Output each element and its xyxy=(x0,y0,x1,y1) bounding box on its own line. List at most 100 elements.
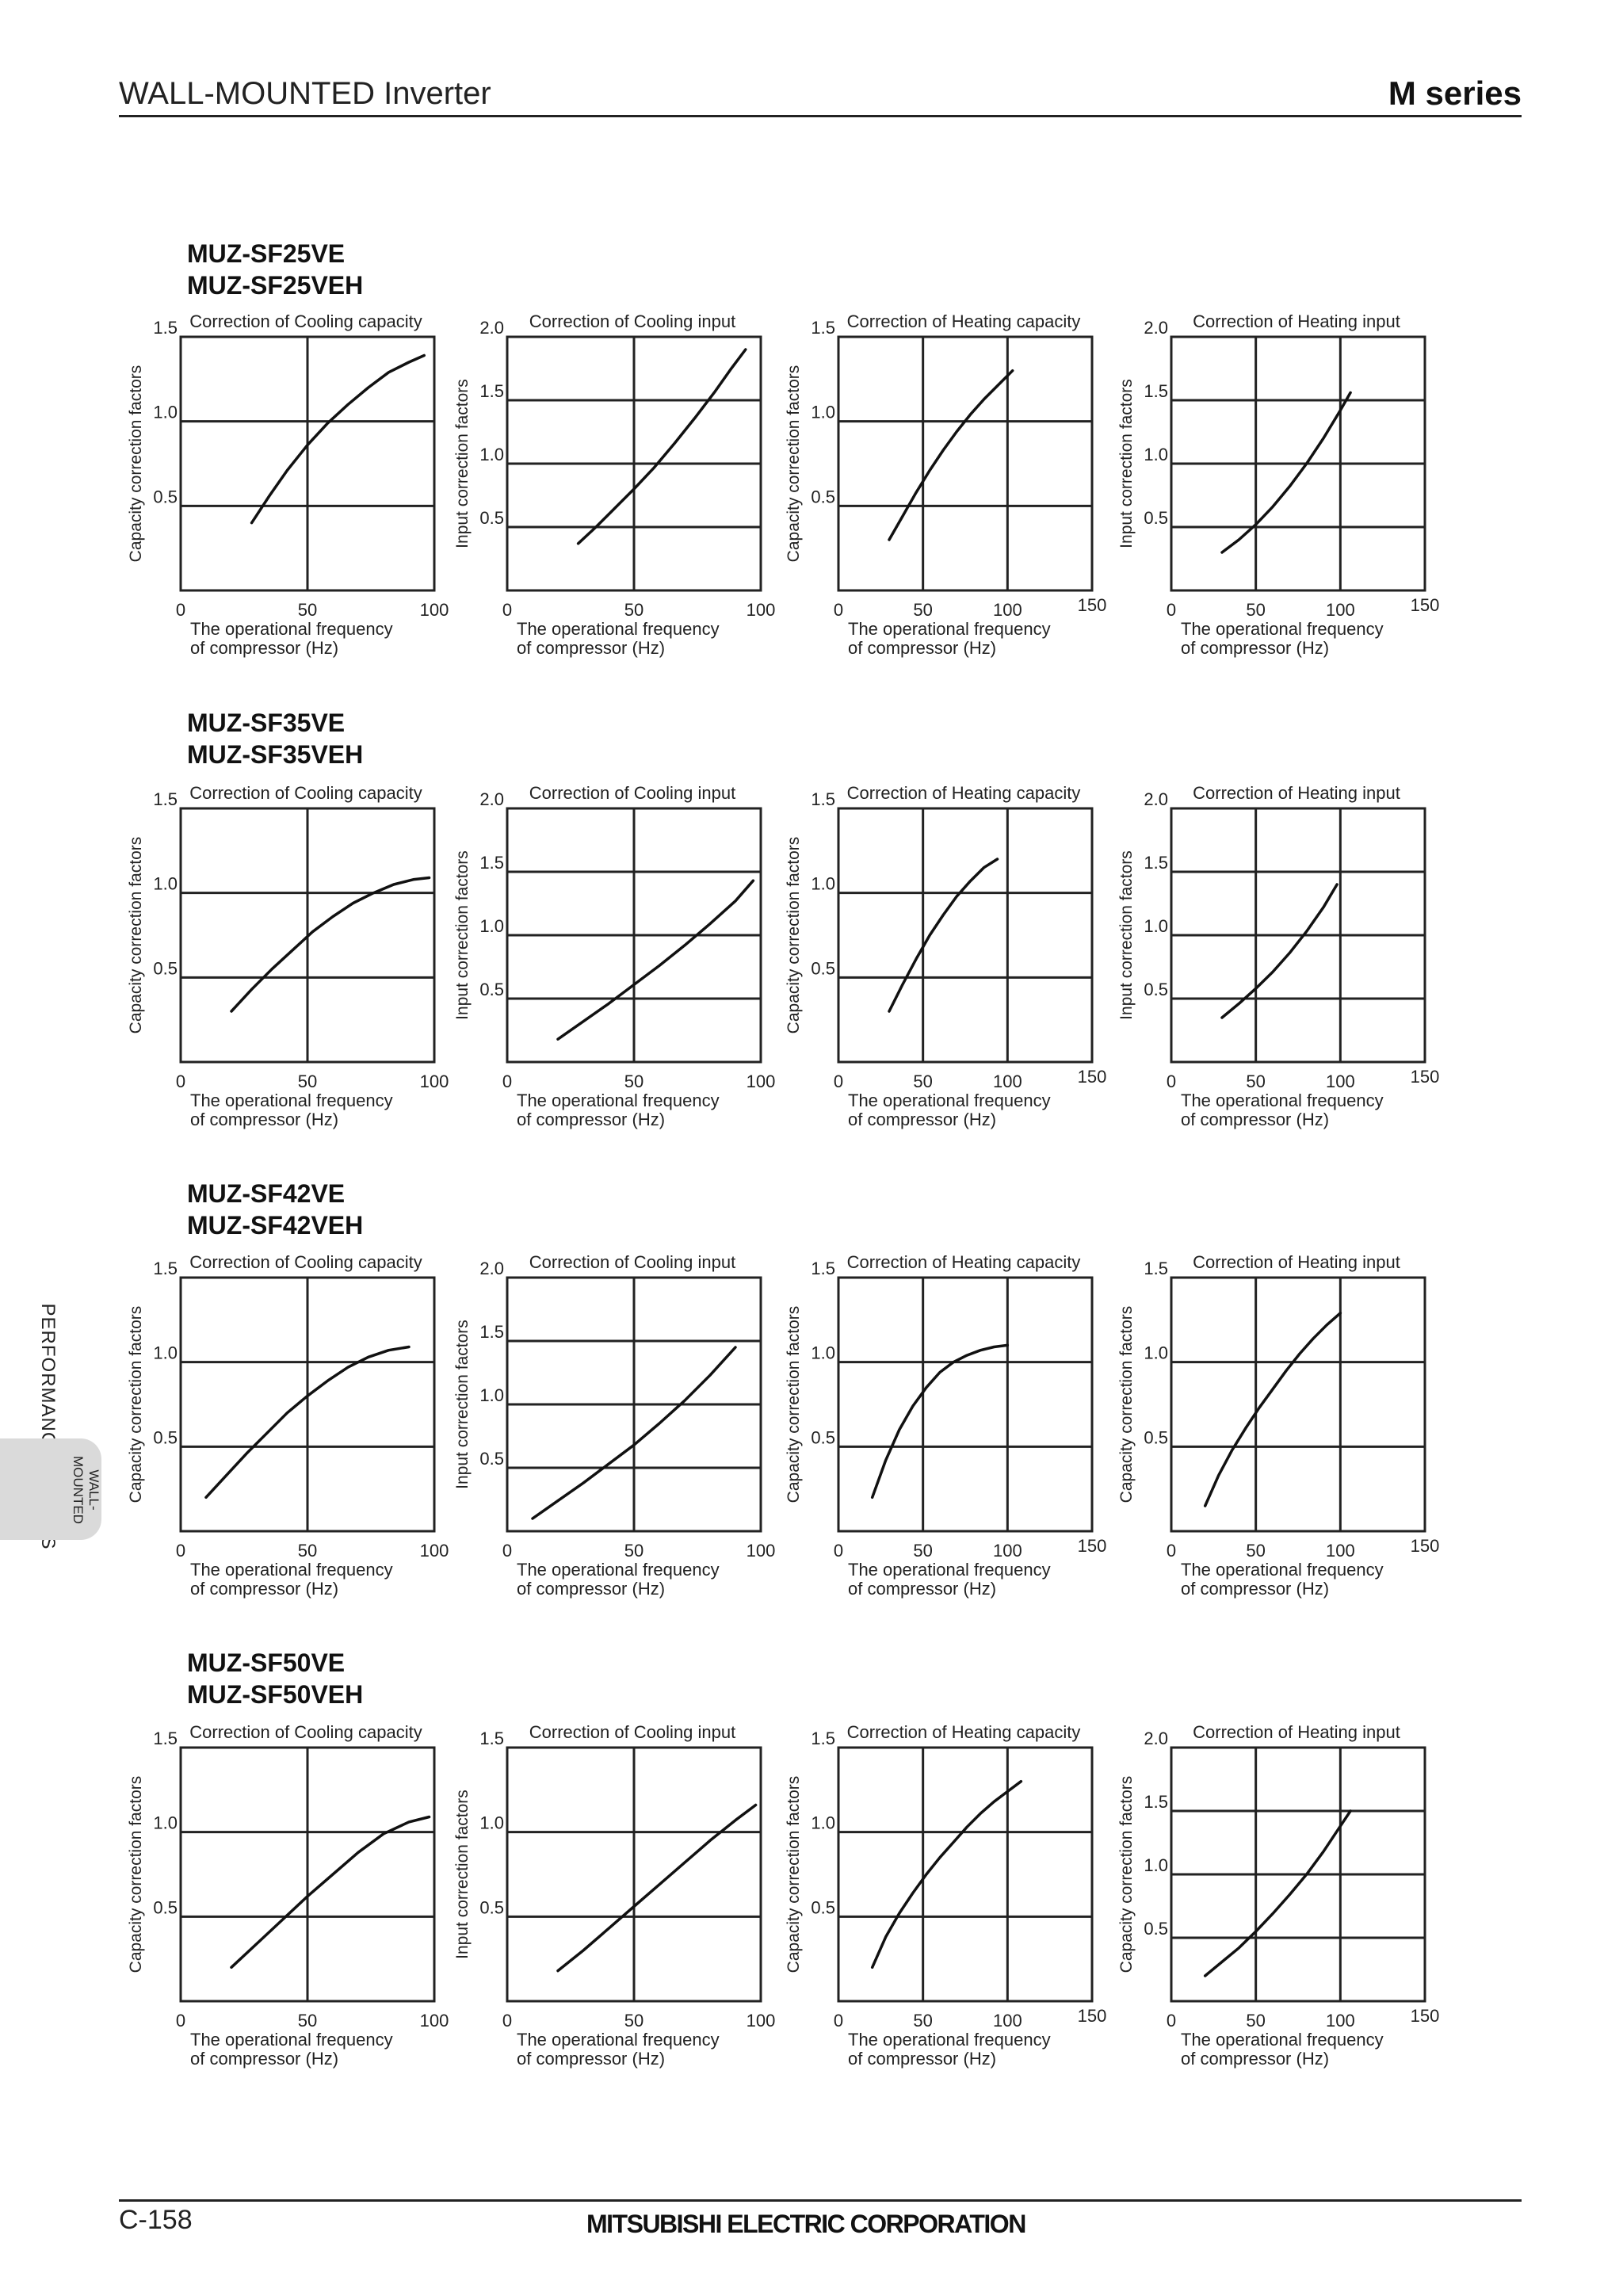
chart-3-4-xtick-2: 100 xyxy=(1326,1541,1355,1561)
model-name-3a: MUZ-SF42VE xyxy=(187,1179,346,1208)
chart-4-1-xtick-0: 0 xyxy=(176,2011,185,2030)
chart-4-2-ytick-1: 1.0 xyxy=(479,1813,504,1833)
side-tab xyxy=(0,1438,101,1540)
chart-4-4-curve xyxy=(1203,1809,1352,1977)
chart-1-4-xtick-0: 0 xyxy=(1167,600,1176,620)
chart-2-3-ylabel: Capacity correction factors xyxy=(785,837,803,1034)
chart-2-4-xlabel-2: of compressor (Hz) xyxy=(1181,1110,1329,1129)
model-name-2a: MUZ-SF35VE xyxy=(187,709,346,737)
chart-1-4-xtick-2: 100 xyxy=(1326,600,1355,620)
chart-4-1-ytick-2: 1.5 xyxy=(153,1729,178,1748)
chart-2-4-xtick-0: 0 xyxy=(1167,1072,1176,1091)
chart-2-4-ytick-3: 2.0 xyxy=(1144,789,1168,809)
chart-4-4-ytick-3: 2.0 xyxy=(1144,1729,1168,1748)
chart-1-1-xtick-0: 0 xyxy=(176,600,185,620)
chart-4-1-xlabel-2: of compressor (Hz) xyxy=(190,2049,338,2069)
chart-4-4-xlabel-2: of compressor (Hz) xyxy=(1181,2049,1329,2069)
chart-4-2-xlabel-1: The operational frequency xyxy=(517,2030,720,2050)
company-name: MITSUBISHI ELECTRIC CORPORATION xyxy=(586,2210,1026,2238)
chart-1-1-xtick-1: 50 xyxy=(298,600,317,620)
chart-2-4-xlabel-1: The operational frequency xyxy=(1181,1091,1384,1110)
chart-1-1-ylabel: Capacity correction factors xyxy=(127,365,145,563)
chart-1-2-ylabel: Input correction factors xyxy=(453,379,472,548)
chart-1-1-xlabel-1: The operational frequency xyxy=(190,619,393,639)
chart-4-3-xtick-0: 0 xyxy=(834,2011,843,2030)
chart-2-2-xlabel-2: of compressor (Hz) xyxy=(517,1110,665,1129)
model-name-4a: MUZ-SF50VE xyxy=(187,1648,346,1677)
chart-3-4-xtick-1: 50 xyxy=(1246,1541,1265,1561)
chart-3-4-xlabel-2: of compressor (Hz) xyxy=(1181,1579,1329,1599)
model-label-1: MUZ-SF25VE MUZ-SF25VEH xyxy=(187,238,363,301)
chart-2-2-ytick-3: 2.0 xyxy=(479,789,504,809)
chart-2-3-ytick-2: 1.5 xyxy=(811,789,835,809)
chart-2-1-xtick-2: 100 xyxy=(420,1072,449,1091)
chart-2-4-xtick-2: 100 xyxy=(1326,1072,1355,1091)
chart-2-2-ylabel: Input correction factors xyxy=(453,850,472,1020)
chart-1-3-ytick-2: 1.5 xyxy=(811,318,835,338)
chart-3-3-ytick-0: 0.5 xyxy=(811,1427,835,1447)
chart-4-3-xlabel-1: The operational frequency xyxy=(848,2030,1051,2050)
chart-3-4-curve xyxy=(1203,1312,1342,1507)
model-name-3b: MUZ-SF42VEH xyxy=(187,1211,364,1240)
chart-2-1-ylabel: Capacity correction factors xyxy=(127,837,145,1034)
chart-3-2-ytick-1: 1.0 xyxy=(479,1385,504,1405)
chart-2-3-xtick-1: 50 xyxy=(913,1072,932,1091)
chart-2-3-frame xyxy=(837,807,1094,1064)
chart-3-3-ytick-2: 1.5 xyxy=(811,1259,835,1278)
chart-3-1-ylabel: Capacity correction factors xyxy=(127,1306,145,1503)
chart-1-3-xtick-2: 100 xyxy=(993,600,1022,620)
chart-3-4-ytick-2: 1.5 xyxy=(1144,1259,1168,1278)
chart-4-4-xtick-1: 50 xyxy=(1246,2011,1265,2030)
chart-2-1-ytick-1: 1.0 xyxy=(153,874,178,894)
chart-3-2-xtick-2: 100 xyxy=(747,1541,776,1561)
chart-1-3-xlabel-2: of compressor (Hz) xyxy=(848,638,996,658)
chart-1-3-curve xyxy=(888,369,1014,541)
chart-4-4-xtick-2: 100 xyxy=(1326,2011,1355,2030)
chart-1-4-title: Correction of Heating input xyxy=(1193,311,1400,331)
chart-4-3-xtick-2: 100 xyxy=(993,2011,1022,2030)
chart-3-3-xtick-2: 100 xyxy=(993,1541,1022,1561)
chart-2-1-ytick-0: 0.5 xyxy=(153,958,178,978)
chart-1-1-xtick-2: 100 xyxy=(420,600,449,620)
chart-3-3-ytick-1: 1.0 xyxy=(811,1343,835,1363)
chart-3-3-xlabel-1: The operational frequency xyxy=(848,1560,1051,1580)
chart-4-3-ytick-2: 1.5 xyxy=(811,1729,835,1748)
chart-1-4-ylabel: Input correction factors xyxy=(1117,379,1136,548)
chart-4-2-title: Correction of Cooling input xyxy=(529,1722,735,1742)
chart-4-2-xtick-0: 0 xyxy=(502,2011,512,2030)
chart-3-1-ytick-2: 1.5 xyxy=(153,1259,178,1278)
chart-4-1-xlabel-1: The operational frequency xyxy=(190,2030,393,2050)
chart-1-2-xtick-2: 100 xyxy=(747,600,776,620)
chart-3-1-ytick-1: 1.0 xyxy=(153,1343,178,1363)
chart-2-4-title: Correction of Heating input xyxy=(1193,783,1400,803)
chart-1-1-curve xyxy=(250,353,426,525)
model-name-1b: MUZ-SF25VEH xyxy=(187,271,364,300)
chart-1-3-ytick-0: 0.5 xyxy=(811,487,835,506)
chart-3-3-xlabel-2: of compressor (Hz) xyxy=(848,1579,996,1599)
chart-2-2-ytick-0: 0.5 xyxy=(479,980,504,999)
chart-1-2-curve xyxy=(576,348,747,545)
model-name-4b: MUZ-SF50VEH xyxy=(187,1680,364,1709)
chart-1-3-xtick-1: 50 xyxy=(913,600,932,620)
chart-1-1-title: Correction of Cooling capacity xyxy=(189,311,422,331)
chart-2-3-xtick-2: 100 xyxy=(993,1072,1022,1091)
chart-1-4-curve xyxy=(1220,391,1352,554)
chart-4-1-ylabel: Capacity correction factors xyxy=(127,1776,145,1973)
header-series: M series xyxy=(1388,74,1522,112)
chart-1-1-xlabel-2: of compressor (Hz) xyxy=(190,638,338,658)
chart-2-2-title: Correction of Cooling input xyxy=(529,783,735,803)
chart-3-4-frame xyxy=(1170,1276,1426,1533)
chart-1-3-ylabel: Capacity correction factors xyxy=(785,365,803,563)
chart-2-1-xlabel-1: The operational frequency xyxy=(190,1091,393,1110)
chart-3-2-curve xyxy=(531,1346,737,1520)
chart-3-3-frame xyxy=(837,1276,1094,1533)
chart-4-4-ytick-1: 1.0 xyxy=(1144,1855,1168,1875)
chart-1-4-xlabel-2: of compressor (Hz) xyxy=(1181,638,1329,658)
chart-2-1-xlabel-2: of compressor (Hz) xyxy=(190,1110,338,1129)
chart-3-4-xtick-0: 0 xyxy=(1167,1541,1176,1561)
chart-3-3-xtick-0: 0 xyxy=(834,1541,843,1561)
chart-3-1-xtick-1: 50 xyxy=(298,1541,317,1561)
chart-3-1-xtick-0: 0 xyxy=(176,1541,185,1561)
chart-4-2-xtick-1: 50 xyxy=(624,2011,643,2030)
